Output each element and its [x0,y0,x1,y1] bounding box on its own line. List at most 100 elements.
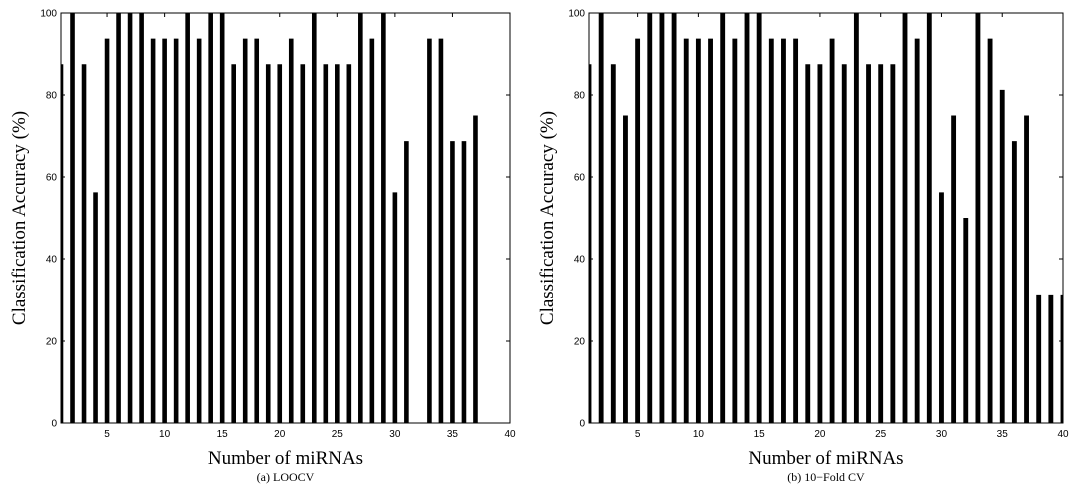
bar [150,38,156,424]
bar [768,38,774,424]
bar [589,64,592,423]
y-axis-label: Classification Accuracy (%) [9,111,30,325]
bar [817,64,823,423]
bar [756,13,762,423]
bar [265,64,271,423]
bar [1011,141,1017,424]
bar [139,13,144,423]
bar [254,38,260,424]
bar [392,192,398,424]
bar [635,38,641,424]
bar [951,115,957,423]
bar [311,13,317,423]
bar [450,141,455,424]
bar [231,64,236,423]
bar [346,64,352,423]
y-tick-label: 20 [46,337,58,348]
y-axis-label: Classification Accuracy (%) [537,111,558,325]
bar [1024,115,1029,423]
bar [116,13,121,423]
y-tick-label: 100 [568,9,585,20]
bar [914,38,920,424]
bar [104,38,110,424]
bar [805,64,811,423]
bar [381,13,386,423]
bar [695,38,701,424]
bar [853,13,859,423]
y-tick-label: 0 [579,419,585,430]
bar [61,64,64,423]
bar [208,13,213,423]
bar [732,38,738,424]
bar [404,141,409,424]
bar [358,13,363,423]
chart-caption: (b) 10−Fold CV [787,470,865,484]
bar [1048,294,1054,424]
bar [890,64,896,423]
x-tick-label: 20 [274,429,286,440]
bar [461,141,467,424]
y-tick-label: 0 [51,419,57,430]
bar [878,64,884,423]
bar [902,13,908,423]
bar [1060,294,1063,424]
bar [866,64,871,423]
bar [219,13,225,423]
x-tick-label: 10 [693,429,705,440]
bar [473,115,478,423]
bar [369,38,375,424]
bar [720,13,726,423]
plot-frame [60,12,511,424]
bar [185,13,190,423]
bar [162,38,167,424]
x-axis-label: Number of miRNAs [208,448,363,469]
bar [300,64,306,423]
x-tick-label: 25 [875,429,887,440]
bar [427,38,432,424]
bar [744,13,750,423]
x-tick-label: 20 [814,429,826,440]
bar [963,218,969,423]
x-tick-label: 10 [159,429,171,440]
x-tick-label: 25 [332,429,344,440]
chart-caption: (a) LOOCV [257,470,315,484]
bar [671,13,677,423]
bar [196,38,202,424]
panel-b: 0 20 40 60 80 100 5 10 15 20 25 30 35 40 Number of miR… [537,9,1069,485]
bar [127,13,133,423]
x-tick-label: 5 [635,429,641,440]
bar [242,38,248,424]
x-tick-label: 5 [104,429,110,440]
bar [610,64,616,423]
panel-a: 0 20 40 60 80 100 5 10 15 20 25 30 35 40 Number of miR… [9,9,516,485]
x-tick-label: 40 [504,429,516,440]
bar [623,115,628,423]
bar [438,38,444,424]
bar [173,38,179,424]
bar [975,13,981,423]
bar [781,38,786,424]
x-tick-label: 35 [447,429,459,440]
bar [708,38,713,424]
y-tick-label: 20 [574,337,586,348]
y-tick-label: 40 [574,255,586,266]
x-axis-label: Number of miRNAs [748,448,903,469]
bar [793,38,799,424]
bar [999,89,1005,424]
bar [81,64,87,423]
bar [841,64,847,423]
x-tick-label: 40 [1057,429,1069,440]
bar [93,192,98,424]
bar [323,64,329,423]
y-tick-label: 100 [40,9,57,20]
bar [683,38,689,424]
bar [939,192,944,424]
x-tick-label: 15 [217,429,229,440]
y-tick-label: 80 [574,91,586,102]
bar [277,64,283,423]
x-tick-label: 35 [997,429,1009,440]
bar [70,13,75,423]
bar [659,13,665,423]
y-tick-label: 40 [46,255,58,266]
